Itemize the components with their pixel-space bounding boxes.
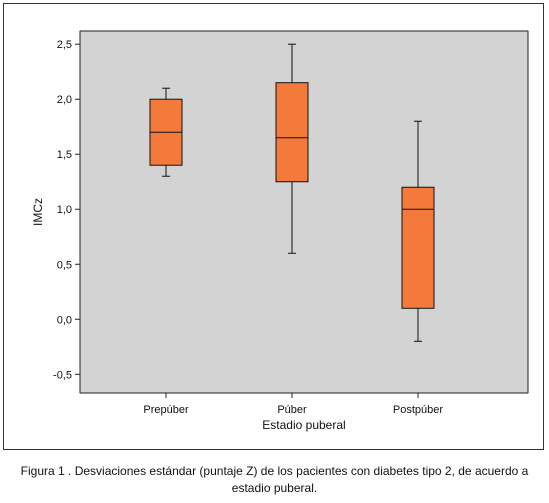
y-tick-label: 2,0	[57, 94, 72, 106]
x-tick-label: Prepúber	[143, 404, 189, 416]
y-tick-label: 1,0	[57, 204, 72, 216]
y-tick-label: 2,5	[57, 39, 72, 51]
y-axis-title: IMCz	[31, 198, 45, 226]
y-tick-label: 0,5	[57, 259, 72, 271]
figure-caption: Figura 1 . Desviaciones estándar (puntaj…	[20, 464, 529, 495]
y-tick-label: -0,5	[53, 369, 72, 381]
box-Púber	[275, 82, 309, 183]
y-tick-label: 1,5	[57, 149, 72, 161]
x-tick-label: Púber	[277, 404, 307, 416]
box-Postpúber	[401, 186, 435, 309]
y-tick-label: 0,0	[57, 314, 72, 326]
x-axis-title: Estadio puberal	[262, 418, 345, 432]
x-tick-label: Postpúber	[393, 404, 443, 416]
